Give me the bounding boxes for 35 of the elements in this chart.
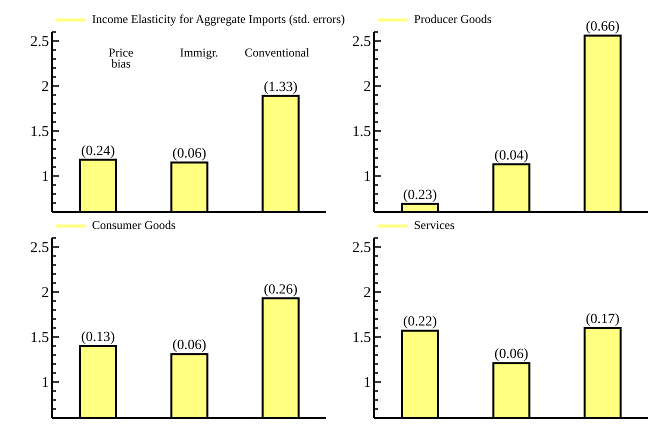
annotation: (0.04) <box>494 148 529 164</box>
legend-label: Services <box>414 218 455 233</box>
y-tick-label: 1.5 <box>352 124 371 140</box>
annotation: (0.06) <box>172 146 207 162</box>
annotation: (0.66) <box>586 20 620 35</box>
x-tick-label: Price bias <box>108 46 134 71</box>
legend-label: Consumer Goods <box>92 218 176 233</box>
y-tick-label: 1 <box>364 169 371 185</box>
annotation: (0.23) <box>403 188 438 203</box>
y-tick-label: 1.5 <box>30 330 49 346</box>
annotation: (0.24) <box>81 144 116 159</box>
annotation: (0.06) <box>172 338 207 354</box>
annotation: (0.06) <box>494 347 529 362</box>
y-tick-label: 1 <box>364 375 371 391</box>
annotation: (0.17) <box>586 312 620 327</box>
annotation: (1.33) <box>264 80 298 95</box>
y-tick-label: 2.5 <box>30 34 49 50</box>
y-tick-label: 1 <box>42 169 49 185</box>
annotation: (0.22) <box>403 314 438 330</box>
y-tick-label: 2 <box>42 79 49 95</box>
y-tick-label: 2.5 <box>352 240 371 256</box>
x-tick-label: Immigr. <box>180 46 218 60</box>
annotation: (0.13) <box>81 330 116 345</box>
y-tick-label: 2 <box>42 285 49 301</box>
y-tick-label: 2 <box>364 285 371 301</box>
y-tick-label: 1.5 <box>352 330 371 346</box>
y-tick-label: 2.5 <box>30 240 49 256</box>
annotation: (0.26) <box>264 282 298 298</box>
legend-label: Producer Goods <box>414 12 492 27</box>
legend-label: Income Elasticity for Aggregate Imports (std. errors) <box>92 12 345 27</box>
y-tick-label: 2 <box>364 79 371 95</box>
x-tick-label: Conventional <box>244 46 310 60</box>
y-tick-label: 2.5 <box>352 34 371 50</box>
y-tick-label: 1.5 <box>30 124 49 140</box>
y-tick-label: 1 <box>42 375 49 391</box>
